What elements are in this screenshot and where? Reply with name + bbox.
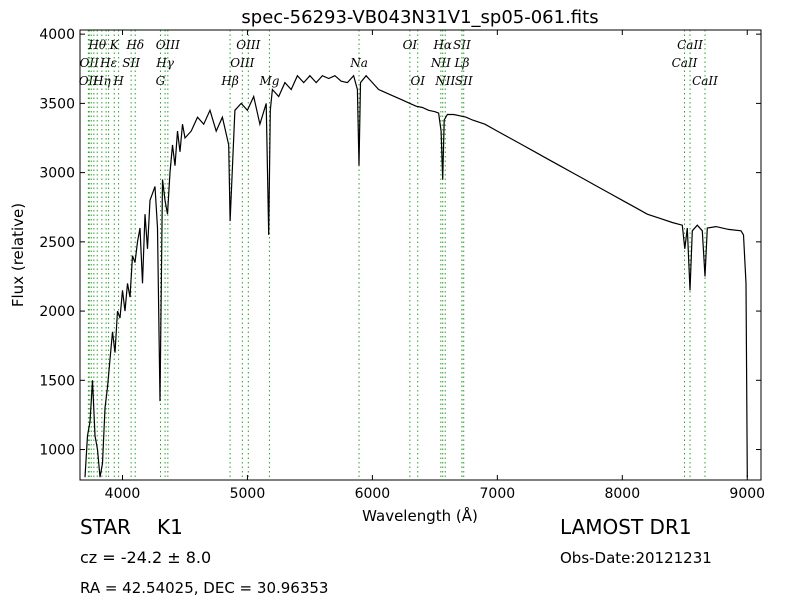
marker-label: Hα — [432, 38, 452, 52]
marker-label: SII — [122, 56, 140, 70]
marker-label: OIII — [156, 38, 180, 52]
marker-label: Hδ — [125, 38, 144, 52]
marker-label: CaII — [672, 56, 698, 70]
marker-label: OI — [403, 38, 418, 52]
x-axis: 4000 5000 6000 7000 8000 9000 — [105, 30, 765, 502]
object-type: STAR — [80, 515, 131, 539]
marker-label: OI — [410, 74, 425, 88]
y-tick-label: 3500 — [39, 96, 75, 112]
marker-label: Na — [349, 56, 368, 70]
y-tick-label: 3000 — [39, 166, 75, 182]
x-tick-label: 7000 — [480, 486, 516, 502]
marker-label: OIII — [236, 38, 260, 52]
y-tick-label: 1500 — [39, 373, 75, 389]
obs-date: Obs-Date:20121231 — [560, 549, 712, 567]
marker-label: G — [156, 74, 166, 88]
marker-label: NII — [430, 56, 451, 70]
marker-label: Hε — [99, 56, 117, 70]
y-axis: 1000 1500 2000 2500 3000 3500 4000 — [39, 27, 761, 459]
marker-label: Mg — [258, 74, 279, 88]
y-tick-label: 2500 — [39, 235, 75, 251]
survey-name: LAMOST DR1 — [560, 515, 692, 539]
marker-label: CaII — [692, 74, 718, 88]
marker-label: OII — [80, 56, 100, 70]
marker-label: Hβ — [220, 74, 238, 88]
plot-frame — [79, 29, 762, 481]
x-tick-label: 4000 — [105, 486, 141, 502]
y-tick-label: 2000 — [39, 304, 75, 320]
subclass: K1 — [157, 515, 183, 539]
marker-label: H — [112, 74, 124, 88]
spectrum-line — [84, 74, 748, 478]
x-tick-label: 9000 — [729, 486, 765, 502]
redshift: cz = -24.2 ± 8.0 — [80, 548, 212, 567]
y-tick-label: 1000 — [39, 443, 75, 459]
coordinates: RA = 42.54025, DEC = 30.96353 — [80, 579, 329, 597]
marker-label: OIII — [230, 56, 254, 70]
marker-label: Hη — [92, 74, 111, 88]
marker-label: Hγ — [155, 56, 174, 70]
x-tick-label: 8000 — [604, 486, 640, 502]
y-axis-label: Flux (relative) — [9, 203, 27, 307]
x-tick-label: 5000 — [230, 486, 266, 502]
chart-title: spec-56293-VB043N31V1_sp05-061.fits — [241, 7, 598, 28]
marker-label: SII — [455, 74, 473, 88]
marker-label: K — [109, 38, 120, 52]
line-markers: OIIOIIHθHηHεKHSIIHδGHγOIIIHβOIIIOIIIMgNa… — [79, 30, 718, 480]
y-tick-label: 4000 — [39, 27, 75, 43]
marker-label: NII — [434, 74, 455, 88]
marker-label: Lβ — [454, 56, 470, 70]
x-tick-label: 6000 — [355, 486, 391, 502]
x-axis-label: Wavelength (Å) — [362, 506, 478, 525]
marker-label: Hθ — [87, 38, 106, 52]
marker-label: CaII — [677, 38, 703, 52]
